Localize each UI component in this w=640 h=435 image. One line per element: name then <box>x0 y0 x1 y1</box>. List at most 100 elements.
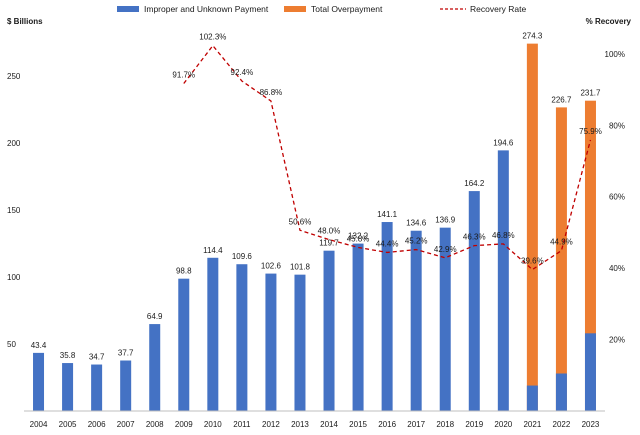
x-tick-label: 2013 <box>291 420 309 429</box>
bar-improper-payment <box>207 257 219 411</box>
bar-improper-payment <box>149 324 161 411</box>
x-tick-label: 2016 <box>378 420 396 429</box>
rate-value-label: 46.8% <box>492 231 515 240</box>
right-axis-ticks: 20% 40% 60% 80% 100% <box>605 50 625 345</box>
bar-value-label: 109.6 <box>232 252 253 261</box>
bar-total-overpayment <box>584 100 596 411</box>
y2-tick-label: 20% <box>609 336 625 345</box>
bar-value-label: 231.7 <box>580 89 601 98</box>
bar-improper-payment <box>91 364 103 411</box>
x-tick-label: 2004 <box>30 420 48 429</box>
bar-value-label: 101.8 <box>290 263 311 272</box>
y-tick-label: 200 <box>7 139 21 148</box>
bar-value-label: 226.7 <box>551 95 572 104</box>
x-tick-label: 2010 <box>204 420 222 429</box>
bar-improper-payment <box>178 278 190 411</box>
legend: Improper and Unknown Payment Total Overpa… <box>117 4 526 14</box>
bar-improper-payment <box>555 373 567 411</box>
x-tick-label: 2011 <box>233 420 251 429</box>
rate-value-label: 39.6% <box>521 257 544 266</box>
bar-value-label: 114.4 <box>203 246 223 255</box>
x-tick-label: 2015 <box>349 420 367 429</box>
bar-improper-payment <box>352 243 364 411</box>
bar-improper-payment <box>584 333 596 411</box>
bar-improper-payment <box>236 264 248 411</box>
rate-value-label: 42.9% <box>434 245 457 254</box>
bar-value-labels: 43.4 35.8 34.7 37.7 64.9 98.8 114.4 109.6 102.6 1… <box>31 32 601 362</box>
recovery-rate-polyline <box>183 44 592 271</box>
y2-tick-label: 100% <box>605 50 625 59</box>
y-tick-label: 50 <box>7 340 16 349</box>
bar-improper-payment <box>33 352 45 411</box>
y-axis-title: $ Billions <box>7 17 43 26</box>
bar-value-label: 37.7 <box>118 349 134 358</box>
bar-improper-payment <box>468 191 480 411</box>
x-tick-label: 2022 <box>553 420 571 429</box>
x-tick-label: 2005 <box>59 420 77 429</box>
bar-improper-payment <box>265 273 277 411</box>
rate-value-label: 48.0% <box>318 227 341 236</box>
bar-value-label: 35.8 <box>60 351 76 360</box>
bar-improper-payment <box>62 363 74 411</box>
x-tick-label: 2007 <box>117 420 135 429</box>
bar-improper-payment <box>439 227 451 411</box>
left-axis-ticks: 50 100 150 200 250 <box>7 72 21 349</box>
x-tick-label: 2006 <box>88 420 106 429</box>
x-tick-label: 2021 <box>523 420 541 429</box>
x-tick-label: 2020 <box>494 420 512 429</box>
rate-value-label: 44.4% <box>376 239 399 248</box>
bar-value-label: 136.9 <box>435 216 456 225</box>
x-tick-label: 2018 <box>436 420 454 429</box>
bar-value-label: 34.7 <box>89 353 105 362</box>
rate-value-label: 91.7% <box>172 71 195 80</box>
rate-value-label: 44.9% <box>550 238 573 247</box>
rate-value-label: 46.3% <box>463 233 486 242</box>
bar-improper-payment <box>323 250 335 411</box>
bar-improper-payment <box>294 274 306 411</box>
rate-value-label: 92.4% <box>231 68 254 77</box>
bar-total-overpayment <box>526 43 538 411</box>
bar-improper-payment <box>410 230 422 411</box>
rate-value-label: 86.8% <box>260 88 283 97</box>
bar-improper-payment <box>120 360 132 411</box>
y2-axis-title: % Recovery <box>586 17 632 26</box>
bar-value-label: 119.7 <box>319 239 339 248</box>
bar-value-label: 164.2 <box>464 179 485 188</box>
rate-value-label: 75.9% <box>579 127 602 136</box>
bar-value-label: 98.8 <box>176 267 192 276</box>
rate-value-label: 45.8% <box>347 234 370 243</box>
recovery-rate-line <box>183 44 592 271</box>
rate-value-label: 102.3% <box>199 33 226 42</box>
bar-value-label: 141.1 <box>377 210 398 219</box>
bar-value-label: 194.6 <box>493 138 514 147</box>
bar-total-overpayment <box>555 107 567 412</box>
x-tick-label: 2014 <box>320 420 338 429</box>
legend-swatch-1 <box>284 6 306 12</box>
bar-value-label: 132.2 <box>348 232 369 241</box>
y2-tick-label: 80% <box>609 121 625 130</box>
x-tick-label: 2023 <box>582 420 600 429</box>
x-tick-label: 2017 <box>407 420 425 429</box>
legend-swatch-0 <box>117 6 139 12</box>
bars <box>33 43 596 412</box>
x-tick-label: 2008 <box>146 420 164 429</box>
legend-label-1: Total Overpayment <box>311 4 383 14</box>
y-tick-label: 150 <box>7 206 21 215</box>
rate-value-label: 45.2% <box>405 237 428 246</box>
bar-improper-payment <box>381 222 393 411</box>
x-tick-label: 2012 <box>262 420 280 429</box>
x-axis-ticks: 2004 2005 2006 2007 2008 2009 2010 2011 2012 2013… <box>30 420 600 429</box>
rate-value-label: 50.6% <box>289 217 312 226</box>
legend-label-2: Recovery Rate <box>470 4 526 14</box>
y-tick-label: 100 <box>7 273 21 282</box>
y2-tick-label: 40% <box>609 264 625 273</box>
y-tick-label: 250 <box>7 72 21 81</box>
rate-value-labels: 91.7% 102.3% 92.4% 86.8% 50.6% 48.0% 45.8% 44.4… <box>172 33 601 266</box>
bar-value-label: 43.4 <box>31 341 47 350</box>
x-tick-label: 2019 <box>465 420 483 429</box>
legend-label-0: Improper and Unknown Payment <box>144 4 269 14</box>
y2-tick-label: 60% <box>609 193 625 202</box>
bar-value-label: 274.3 <box>522 32 543 41</box>
x-tick-label: 2009 <box>175 420 193 429</box>
